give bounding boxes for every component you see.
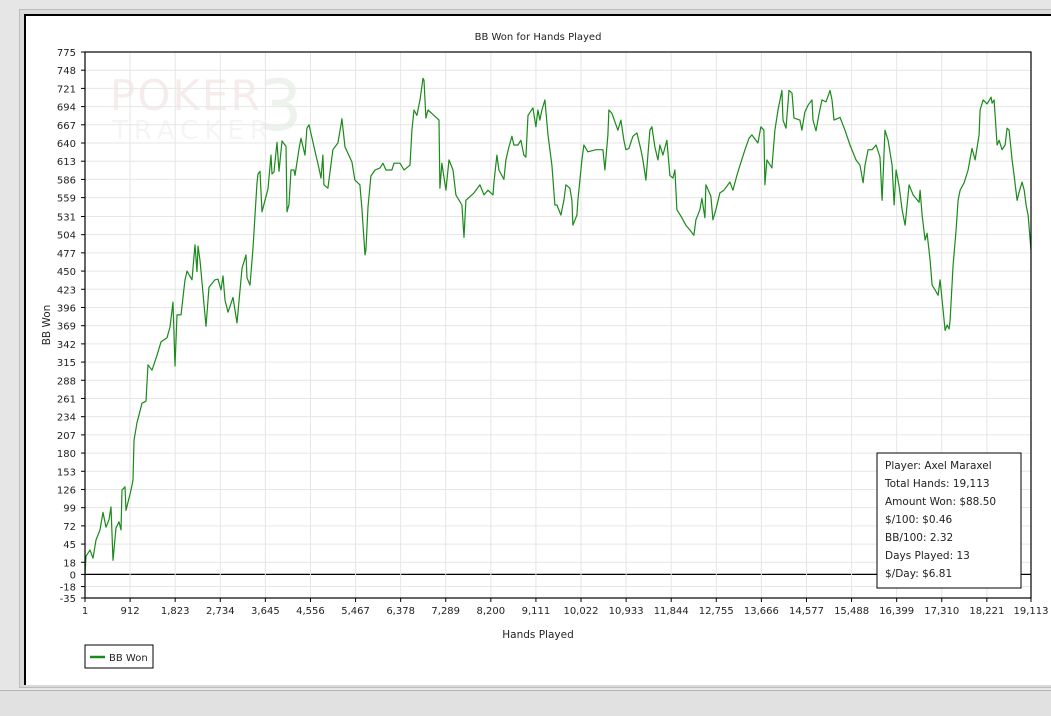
y-tick-label: 748 bbox=[57, 66, 76, 77]
info-total-hands: Total Hands: 19,113 bbox=[884, 478, 990, 490]
watermark-line2: TRACKER bbox=[111, 116, 274, 146]
x-tick-label: 15,488 bbox=[834, 606, 869, 617]
x-tick-label: 8,200 bbox=[477, 606, 506, 617]
y-tick-label: 477 bbox=[57, 249, 76, 260]
y-tick-label: 288 bbox=[57, 376, 76, 387]
y-tick-label: 450 bbox=[57, 267, 76, 278]
chart-title: BB Won for Hands Played bbox=[475, 32, 602, 43]
y-tick-label: 99 bbox=[63, 504, 76, 515]
x-tick-label: 16,399 bbox=[879, 606, 914, 617]
x-tick-label: 10,933 bbox=[609, 606, 644, 617]
x-tick-label: 1 bbox=[82, 606, 88, 617]
y-tick-label: 423 bbox=[57, 285, 76, 296]
x-tick-label: 2,734 bbox=[206, 606, 235, 617]
y-axis-label: BB Won bbox=[41, 305, 53, 346]
x-tick-label: 19,113 bbox=[1014, 606, 1049, 617]
y-tick-label: 640 bbox=[57, 139, 76, 150]
x-tick-label: 12,755 bbox=[699, 606, 734, 617]
pokertracker-watermark-logo: POKER 3 TRACKER bbox=[110, 65, 303, 147]
y-tick-label: 694 bbox=[57, 103, 76, 114]
y-tick-label: 586 bbox=[57, 175, 76, 186]
info-dollars-per-100: $/100: $0.46 bbox=[885, 514, 953, 526]
y-tick-label: 234 bbox=[57, 413, 76, 424]
y-tick-label: 613 bbox=[57, 157, 76, 168]
x-tick-label: 7,289 bbox=[431, 606, 460, 617]
y-tick-label: 126 bbox=[57, 485, 76, 496]
y-tick-label: 342 bbox=[57, 340, 76, 351]
y-tick-label: 396 bbox=[57, 303, 76, 314]
y-tick-label: 315 bbox=[57, 358, 76, 369]
x-tick-label: 11,844 bbox=[654, 606, 689, 617]
x-axis-label: Hands Played bbox=[502, 629, 573, 641]
y-tick-label: 775 bbox=[57, 48, 76, 59]
y-tick-label: 369 bbox=[57, 322, 76, 333]
y-tick-label: 531 bbox=[57, 212, 76, 223]
x-tick-label: 17,310 bbox=[924, 606, 959, 617]
info-dollars-per-day: $/Day: $6.81 bbox=[885, 568, 952, 580]
x-tick-label: 4,556 bbox=[296, 606, 325, 617]
y-tick-label: 667 bbox=[57, 121, 76, 132]
y-tick-label: 0 bbox=[70, 570, 76, 581]
y-tick-label: 153 bbox=[57, 467, 76, 478]
x-tick-label: 18,221 bbox=[969, 606, 1004, 617]
y-tick-label: 45 bbox=[63, 540, 76, 551]
x-tick-label: 13,666 bbox=[744, 606, 779, 617]
x-tick-label: 14,577 bbox=[789, 606, 824, 617]
info-player: Player: Axel Maraxel bbox=[885, 460, 992, 472]
x-axis: 1 912 1,823 2,734 3,645 4,556 5,467 6,378 7,289 8… bbox=[82, 598, 1049, 617]
y-tick-label: 72 bbox=[63, 522, 76, 533]
y-tick-label: 261 bbox=[57, 394, 76, 405]
y-tick-label: 180 bbox=[57, 449, 76, 460]
y-tick-label: 207 bbox=[57, 431, 76, 442]
info-days-played: Days Played: 13 bbox=[885, 550, 970, 562]
y-tick-label: 504 bbox=[57, 231, 76, 242]
y-tick-label: -18 bbox=[60, 583, 76, 594]
x-tick-label: 10,022 bbox=[564, 606, 599, 617]
x-tick-label: 5,467 bbox=[341, 606, 370, 617]
info-bb-per-100: BB/100: 2.32 bbox=[885, 532, 953, 544]
y-tick-label: -35 bbox=[60, 594, 76, 605]
y-tick-label: 559 bbox=[57, 194, 76, 205]
info-amount-won: Amount Won: $88.50 bbox=[885, 496, 996, 508]
x-tick-label: 912 bbox=[121, 606, 140, 617]
x-tick-label: 3,645 bbox=[251, 606, 280, 617]
watermark-line1: POKER bbox=[110, 71, 262, 120]
y-tick-label: 721 bbox=[57, 84, 76, 95]
info-box: Player: Axel Maraxel Total Hands: 19,113… bbox=[877, 453, 1021, 588]
x-tick-label: 6,378 bbox=[386, 606, 415, 617]
x-tick-label: 1,823 bbox=[161, 606, 190, 617]
y-tick-label: 18 bbox=[63, 558, 76, 569]
x-tick-label: 9,111 bbox=[522, 606, 551, 617]
y-axis: 7757487216946676406135865595315044774504… bbox=[57, 48, 85, 605]
legend: BB Won bbox=[85, 645, 153, 668]
legend-label-bb-won: BB Won bbox=[109, 653, 148, 664]
